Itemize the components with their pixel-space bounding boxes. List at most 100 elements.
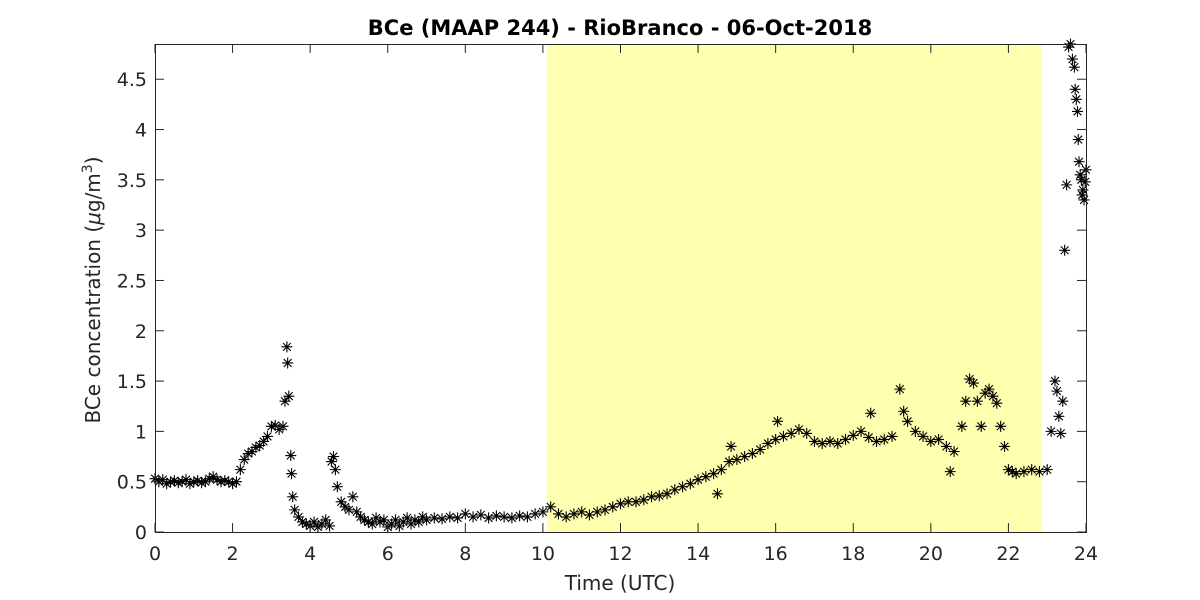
data-point [1041, 464, 1053, 476]
data-point [583, 509, 595, 521]
data-point [261, 430, 273, 442]
x-tick-label: 4 [304, 543, 316, 565]
data-point [234, 464, 246, 476]
data-point [475, 509, 487, 521]
y-tick-label: 3 [135, 220, 147, 242]
y-tick-label: 2 [135, 321, 147, 343]
data-point [308, 516, 320, 528]
data-point [362, 516, 374, 528]
data-point [287, 491, 299, 503]
data-point [1068, 61, 1080, 73]
data-point [925, 435, 937, 447]
data-point [898, 405, 910, 417]
y-tick-label: 1 [135, 421, 147, 443]
x-tick-label: 16 [764, 543, 788, 565]
data-point [498, 511, 510, 523]
data-point [1078, 194, 1090, 206]
data-point [944, 466, 956, 478]
x-tick-label: 22 [996, 543, 1020, 565]
data-point [421, 514, 433, 526]
data-point [215, 476, 227, 488]
data-point [246, 446, 258, 458]
data-point [964, 373, 976, 385]
data-point [801, 427, 813, 439]
data-point [1049, 375, 1061, 387]
data-point [808, 435, 820, 447]
data-point [347, 491, 359, 503]
data-point [199, 476, 211, 488]
data-point [219, 475, 231, 487]
data-point [692, 474, 704, 486]
data-point [1072, 134, 1084, 146]
data-point [269, 419, 281, 431]
data-point [196, 477, 208, 489]
data-point [1077, 184, 1089, 196]
data-point [417, 511, 429, 523]
data-point [401, 512, 413, 524]
data-point [746, 448, 758, 460]
data-point [948, 446, 960, 458]
data-point [405, 518, 417, 530]
data-point [723, 456, 735, 468]
data-point [326, 456, 338, 468]
data-point [552, 508, 564, 520]
data-point [715, 464, 727, 476]
data-point [940, 440, 952, 452]
data-point [324, 520, 336, 532]
y-tick-label: 2.5 [117, 270, 147, 292]
data-point [281, 341, 293, 353]
data-point [1026, 464, 1038, 476]
data-point [1045, 425, 1057, 437]
x-tick-label: 12 [608, 543, 632, 565]
data-point [180, 474, 192, 486]
data-point [444, 511, 456, 523]
x-tick-label: 24 [1074, 543, 1098, 565]
data-point [335, 496, 347, 508]
x-tick-label: 0 [149, 543, 161, 565]
data-point [560, 511, 572, 523]
chart-title: BCe (MAAP 244) - RioBranco - 06-Oct-2018 [368, 16, 872, 40]
data-point [176, 476, 188, 488]
data-point [161, 478, 173, 490]
data-point [386, 518, 398, 530]
y-tick-label: 0 [135, 522, 147, 544]
data-point [277, 420, 289, 432]
data-point [754, 443, 766, 455]
data-point [320, 514, 332, 526]
data-point [172, 477, 184, 489]
data-point [211, 474, 223, 486]
data-point [669, 484, 681, 496]
data-point [293, 511, 305, 523]
data-point [242, 448, 254, 460]
data-point [265, 420, 277, 432]
data-point [777, 430, 789, 442]
data-point [366, 518, 378, 530]
highlight-band [546, 44, 1042, 532]
data-point [615, 498, 626, 510]
data-point [622, 496, 634, 508]
x-tick-label: 6 [382, 543, 394, 565]
data-point [1006, 466, 1018, 478]
data-point [933, 433, 945, 445]
data-point [871, 435, 883, 447]
data-point [983, 383, 995, 395]
data-point [285, 450, 297, 462]
data-point [165, 476, 177, 488]
data-point [227, 478, 239, 490]
data-point [296, 516, 308, 528]
data-point [514, 510, 526, 522]
data-point [1033, 466, 1045, 478]
data-point [397, 516, 409, 528]
data-point [283, 390, 295, 402]
data-point [545, 501, 557, 513]
data-point [1055, 427, 1067, 439]
data-point [770, 433, 782, 445]
data-point [506, 512, 518, 524]
data-point [739, 451, 751, 463]
data-point [452, 512, 464, 524]
data-point [1073, 156, 1085, 168]
data-point [576, 506, 588, 518]
data-point [254, 439, 266, 451]
data-point [917, 430, 929, 442]
